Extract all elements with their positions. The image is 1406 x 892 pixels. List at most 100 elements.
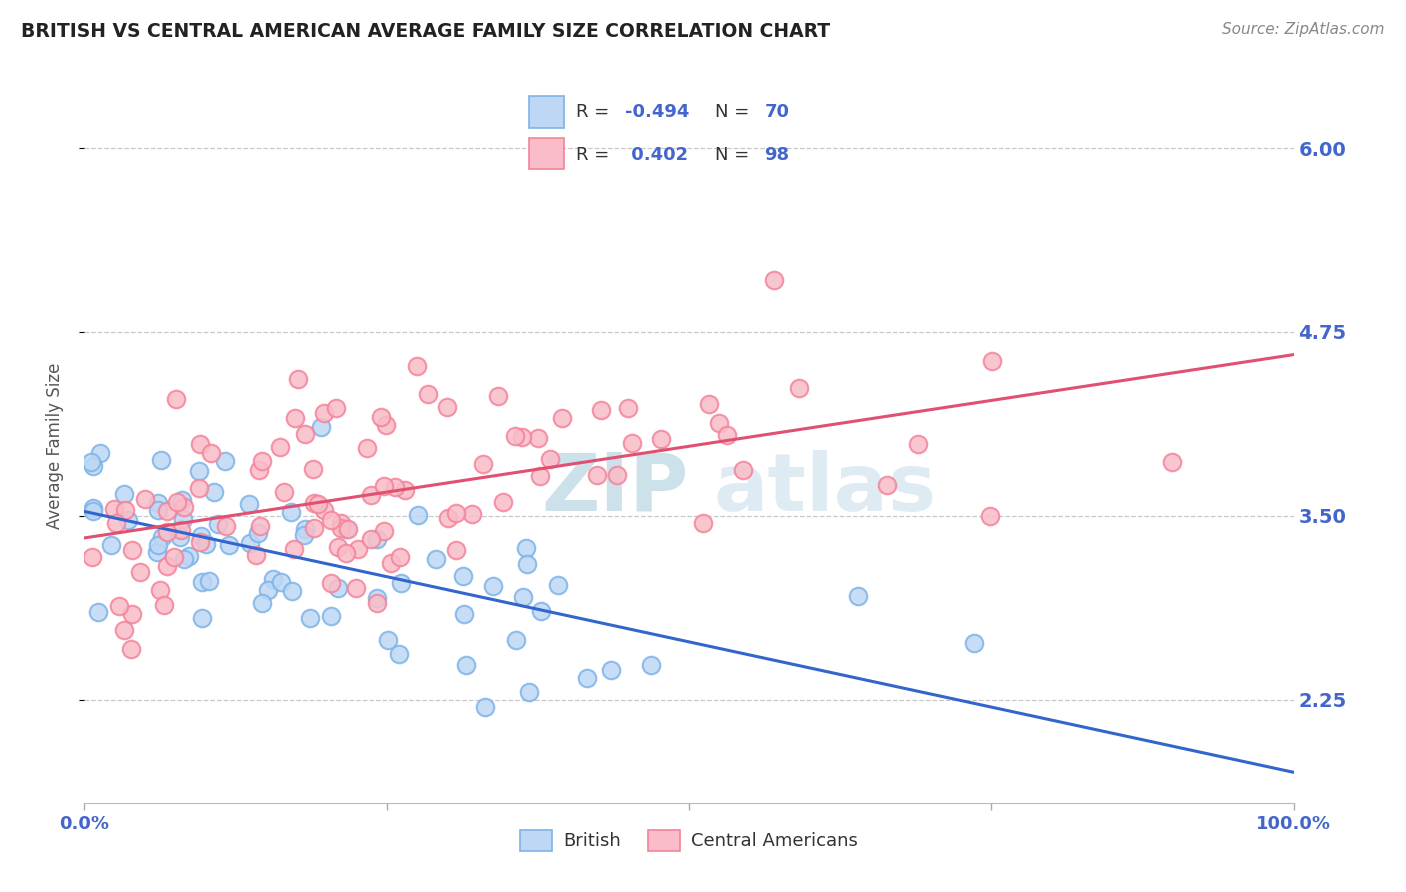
Point [699, 397, 721, 411]
Point [117, 513, 139, 527]
Point [328, 581, 350, 595]
Point [538, 452, 561, 467]
Text: 98: 98 [765, 145, 790, 164]
Point [173, 551, 195, 566]
Point [503, 429, 526, 443]
Point [326, 540, 349, 554]
Point [218, 538, 240, 552]
Point [370, 410, 392, 425]
Point [148, 496, 170, 510]
Point [515, 541, 537, 555]
Point [1160, 455, 1182, 469]
Point [187, 464, 209, 478]
Point [87, 605, 110, 619]
Point [215, 519, 238, 533]
Point [325, 401, 347, 415]
Point [187, 481, 209, 495]
Point [287, 372, 309, 386]
Point [907, 437, 929, 451]
Point [256, 583, 278, 598]
Point [530, 604, 553, 618]
Text: Source: ZipAtlas.com: Source: ZipAtlas.com [1222, 22, 1385, 37]
Point [437, 511, 460, 525]
Point [451, 569, 474, 583]
Point [640, 657, 662, 672]
Point [294, 427, 316, 442]
Point [156, 525, 179, 540]
Point [82, 459, 104, 474]
Point [80, 455, 103, 469]
Bar [530, 96, 564, 128]
Point [505, 632, 527, 647]
Point [527, 432, 550, 446]
Text: ZIP: ZIP [541, 450, 689, 528]
Point [121, 543, 143, 558]
Point [762, 273, 785, 287]
Point [344, 581, 367, 595]
Point [492, 495, 515, 509]
Point [284, 411, 307, 425]
Bar [530, 138, 564, 169]
Point [436, 400, 458, 414]
Point [100, 538, 122, 552]
Point [516, 558, 538, 572]
Point [114, 502, 136, 516]
Point [406, 508, 429, 522]
Point [979, 508, 1001, 523]
Point [346, 541, 368, 556]
Point [321, 609, 343, 624]
Point [188, 535, 211, 549]
Point [453, 607, 475, 621]
Point [302, 496, 325, 510]
Point [589, 402, 612, 417]
Point [848, 589, 870, 603]
Point [150, 530, 173, 544]
Point [576, 671, 599, 685]
Point [529, 468, 551, 483]
Point [214, 454, 236, 468]
Point [89, 446, 111, 460]
Point [163, 549, 186, 564]
Point [190, 529, 212, 543]
Point [146, 538, 169, 552]
Point [388, 549, 411, 564]
Point [197, 574, 219, 589]
Point [188, 437, 211, 451]
Point [460, 508, 482, 522]
Point [384, 480, 406, 494]
Point [981, 354, 1004, 368]
Point [191, 574, 214, 589]
Point [486, 389, 509, 403]
Point [360, 532, 382, 546]
Point [152, 598, 174, 612]
Point [191, 611, 214, 625]
Point [245, 548, 267, 562]
Point [550, 410, 572, 425]
Point [249, 519, 271, 533]
Point [716, 428, 738, 442]
Point [335, 546, 357, 560]
Point [298, 611, 321, 625]
Point [454, 657, 477, 672]
Point [733, 463, 755, 477]
Point [262, 573, 284, 587]
Point [307, 497, 329, 511]
Point [374, 418, 396, 433]
Point [406, 359, 429, 374]
Point [172, 511, 194, 525]
Point [617, 401, 640, 416]
Point [356, 442, 378, 456]
Point [150, 453, 173, 467]
Point [309, 420, 332, 434]
Point [373, 524, 395, 538]
Point [512, 590, 534, 604]
Point [547, 578, 569, 592]
Point [787, 381, 810, 395]
Point [112, 623, 135, 637]
Point [444, 542, 467, 557]
Point [330, 516, 353, 530]
Point [606, 467, 628, 482]
Point [283, 542, 305, 557]
Point [388, 647, 411, 661]
Point [876, 478, 898, 492]
